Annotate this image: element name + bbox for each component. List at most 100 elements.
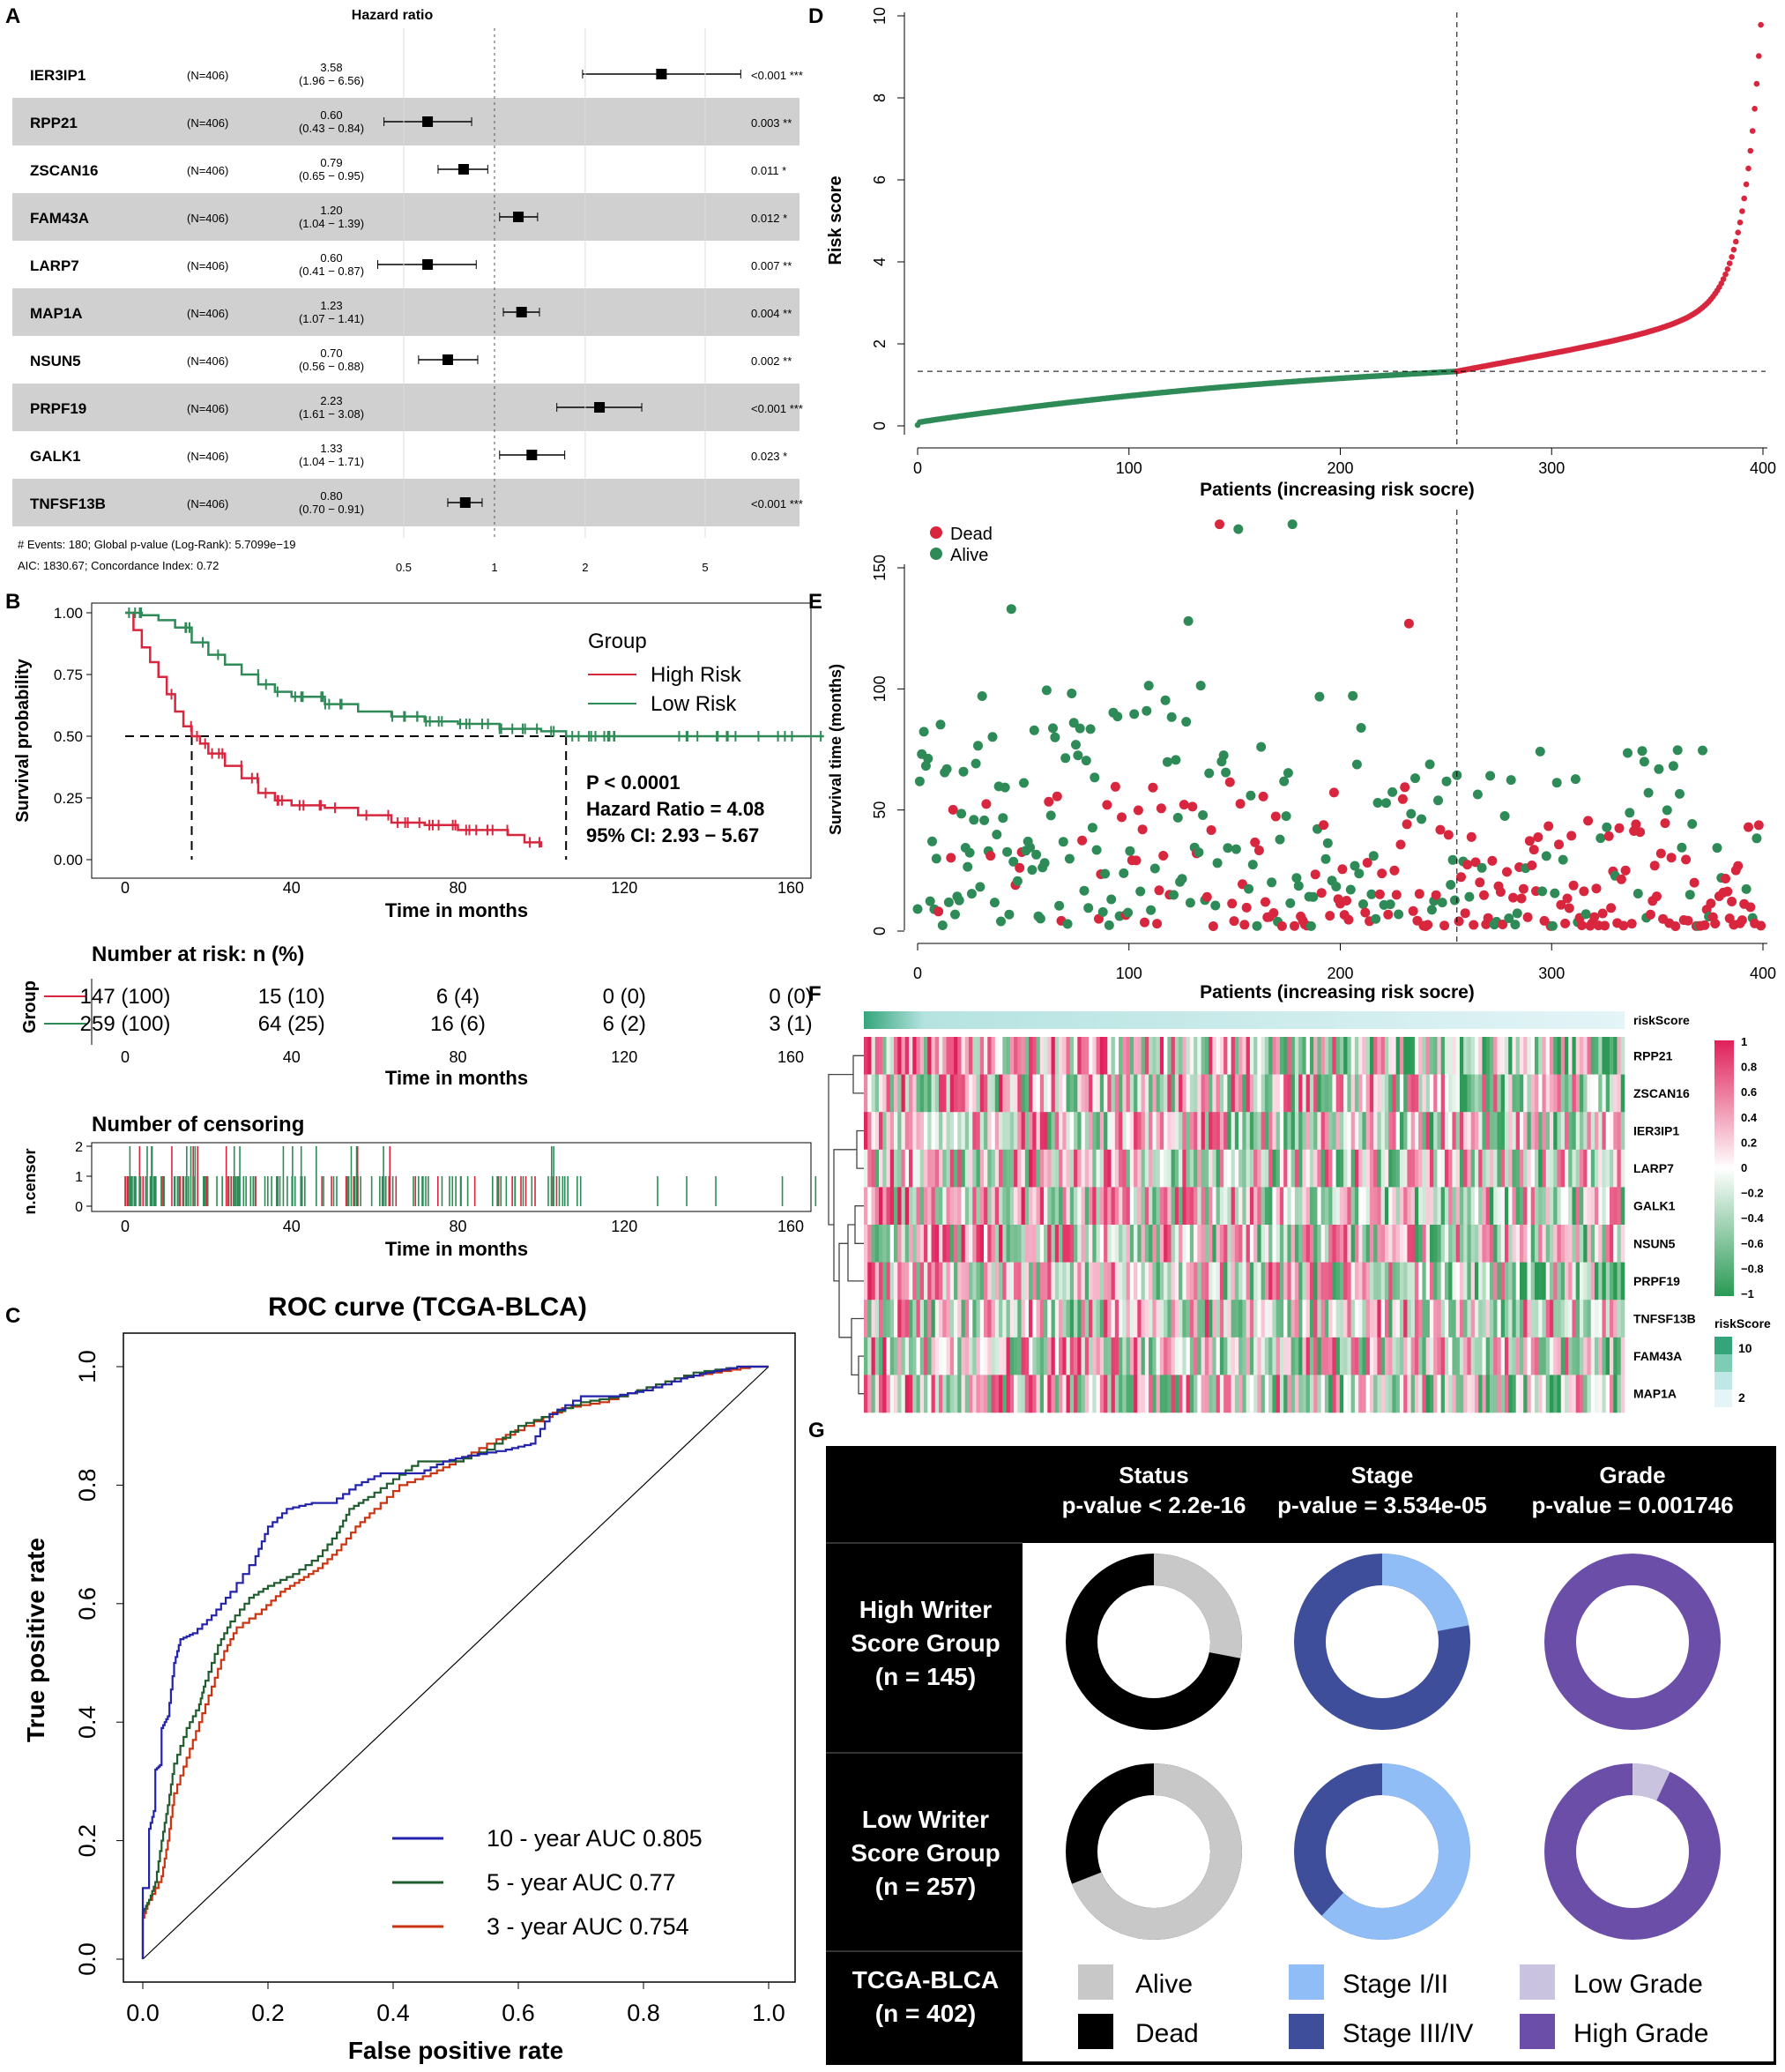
heatmap-cell (1429, 1375, 1434, 1413)
heatmap-cell (1276, 1262, 1281, 1301)
heatmap-cell (984, 1074, 988, 1113)
heatmap-cell (1021, 1112, 1026, 1151)
heatmap-cell (1159, 1225, 1164, 1263)
surv-point (1706, 898, 1716, 909)
surv-point (1394, 909, 1404, 920)
heatmap-cell (1467, 1375, 1471, 1413)
heatmap-cell (1444, 1112, 1449, 1151)
surv-ytick: 50 (871, 801, 889, 819)
forest-n-label: (N=406) (187, 116, 228, 130)
heatmap-cell (1332, 1375, 1336, 1413)
heatmap-cell (1332, 1262, 1336, 1301)
surv-point (989, 898, 1000, 908)
heatmap-cell (1324, 1187, 1329, 1226)
heatmap-cell (1144, 1375, 1149, 1413)
heatmap-cell (1182, 1074, 1186, 1113)
heatmap-cell (969, 1375, 973, 1413)
heatmap-cell (1029, 1262, 1033, 1301)
surv-point (1140, 917, 1149, 928)
heatmap-cell (909, 1112, 913, 1151)
risk-point (1724, 266, 1731, 272)
heatmap-cell (1590, 1037, 1595, 1075)
heatmap-cell (1347, 1262, 1351, 1301)
heatmap-cell (1358, 1300, 1363, 1338)
heatmap-cell (1583, 1112, 1588, 1151)
risk-ytick: 2 (871, 339, 889, 348)
heatmap-cell (1474, 1149, 1479, 1188)
heatmap-cell (871, 1037, 876, 1075)
heatmap-cell (1194, 1375, 1198, 1413)
heatmap-cell (1594, 1187, 1599, 1226)
dendro-branch (828, 1073, 853, 1226)
surv-point (1554, 839, 1564, 850)
heatmap-cell (931, 1375, 936, 1413)
heatmap-cell (1152, 1074, 1157, 1113)
heatmap-cell (1077, 1149, 1082, 1188)
heatmap-cell (1294, 1225, 1299, 1263)
surv-point (1397, 794, 1408, 804)
heatmap-cell (1036, 1187, 1041, 1226)
heatmap-cell (1044, 1337, 1048, 1375)
forest-n-label: (N=406) (187, 450, 228, 463)
heatmap-cell (1066, 1262, 1071, 1301)
donut-col-header: Status (1119, 1462, 1188, 1488)
heatmap-cell (1092, 1262, 1097, 1301)
heatmap-cell (1605, 1375, 1610, 1413)
heatmap-cell (1179, 1074, 1183, 1113)
panel-label-f: F (808, 982, 822, 1006)
heatmap-cell (1276, 1112, 1281, 1151)
heatmap-cell (1403, 1187, 1408, 1226)
surv-xtick: 300 (1538, 965, 1565, 982)
heatmap-cell (1594, 1375, 1599, 1413)
surv-point (1253, 846, 1264, 855)
heatmap-cell (939, 1375, 943, 1413)
heatmap-cell (886, 1187, 891, 1226)
heatmap-cell (961, 1337, 966, 1375)
heatmap-cell (1482, 1149, 1486, 1188)
roc-ytick: 0.2 (74, 1824, 100, 1858)
heatmap-cell (1294, 1037, 1299, 1075)
heatmap-cell (954, 1375, 958, 1413)
heatmap-cell (1335, 1037, 1341, 1075)
heatmap-cell (999, 1112, 1003, 1151)
surv-point (1322, 838, 1333, 848)
dendro-branch (858, 1355, 864, 1395)
heatmap-cell (1557, 1112, 1562, 1151)
heatmap-cell (1523, 1300, 1528, 1338)
heatmap-cell (1209, 1187, 1213, 1226)
heatmap-cell (1560, 1074, 1566, 1113)
heatmap-cell (1534, 1262, 1539, 1301)
heatmap-cell (1347, 1337, 1351, 1375)
surv-point (1267, 877, 1277, 888)
heatmap-cell (1579, 1149, 1584, 1188)
heatmap-cell (1433, 1375, 1438, 1413)
surv-point (1223, 843, 1233, 853)
heatmap-cell (1257, 1337, 1261, 1375)
heatmap-cell (1194, 1187, 1198, 1226)
heatmap-risk-legend-high: 10 (1738, 1341, 1752, 1355)
surv-point (1456, 872, 1466, 883)
heatmap-cell (1249, 1074, 1254, 1113)
surv-point (1389, 865, 1400, 876)
heatmap-cell (1313, 1112, 1318, 1151)
heatmap-cell (1272, 1074, 1276, 1113)
forest-gene-label: IER3IP1 (30, 67, 86, 84)
heatmap-cell (1036, 1262, 1041, 1301)
heatmap-cell (1129, 1037, 1134, 1075)
surv-point (1414, 889, 1424, 899)
heatmap-cell (1493, 1187, 1498, 1226)
surv-xtick: 200 (1327, 965, 1353, 982)
km-xtick: 40 (283, 879, 301, 897)
heatmap-cell (972, 1300, 977, 1338)
heatmap-cell (1021, 1187, 1026, 1226)
heatmap-cell (1422, 1262, 1426, 1301)
heatmap-cell (1227, 1262, 1231, 1301)
heatmap-cell (1119, 1187, 1123, 1226)
heatmap-cell (987, 1149, 992, 1188)
heatmap-cell (931, 1037, 936, 1075)
heatmap-cell (1194, 1037, 1198, 1075)
heatmap-cell (957, 1074, 962, 1113)
heatmap-cell (1089, 1262, 1093, 1301)
surv-point (1408, 906, 1418, 916)
dendro-branch (838, 1242, 852, 1338)
